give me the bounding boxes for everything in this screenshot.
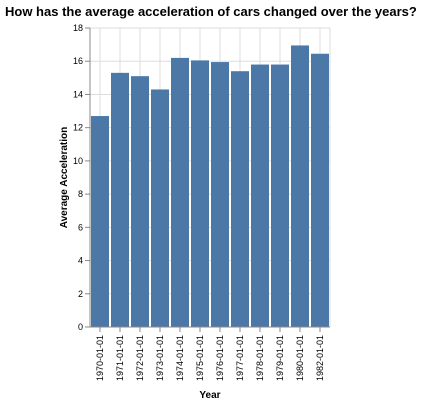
chart-title: How has the average acceleration of cars… xyxy=(5,4,417,19)
y-tick-label: 2 xyxy=(78,289,83,299)
bars xyxy=(91,45,329,328)
y-tick-label: 0 xyxy=(78,322,83,332)
x-tick-label: 1970-01-01 xyxy=(95,335,105,381)
bar xyxy=(191,60,209,328)
x-tick-label: 1971-01-01 xyxy=(115,335,125,381)
x-tick-label: 1975-01-01 xyxy=(195,335,205,381)
x-tick-label: 1978-01-01 xyxy=(255,335,265,381)
x-tick-label: 1973-01-01 xyxy=(155,335,165,381)
x-tick-label: 1982-01-01 xyxy=(315,335,325,381)
y-tick-label: 4 xyxy=(78,256,83,266)
bar xyxy=(111,72,129,327)
y-tick-label: 10 xyxy=(73,156,83,166)
x-axis-title: Year xyxy=(199,390,220,401)
y-tick-label: 8 xyxy=(78,189,83,199)
x-tick-label: 1980-01-01 xyxy=(295,335,305,381)
bar xyxy=(171,57,189,328)
x-axis: 1970-01-01 1971-01-01 1972-01-01 1973-01-01… xyxy=(90,326,330,381)
bar xyxy=(271,64,289,328)
bar xyxy=(291,45,309,328)
x-tick-label: 1979-01-01 xyxy=(275,335,285,381)
y-axis: 0 2 4 6 8 10 12 14 16 18 xyxy=(73,23,91,332)
bar xyxy=(211,62,229,328)
y-tick-label: 14 xyxy=(73,89,83,99)
bar xyxy=(151,89,169,327)
y-axis-title: Average Acceleration xyxy=(59,127,70,229)
y-tick-label: 16 xyxy=(73,56,83,66)
x-tick-label: 1976-01-01 xyxy=(215,335,225,381)
y-tick-label: 18 xyxy=(73,23,83,33)
y-tick-label: 6 xyxy=(78,222,83,232)
x-tick-label: 1972-01-01 xyxy=(135,335,145,381)
bar xyxy=(251,64,269,328)
x-tick-label: 1977-01-01 xyxy=(235,335,245,381)
bar xyxy=(311,53,329,327)
y-tick-label: 12 xyxy=(73,123,83,133)
bar xyxy=(91,116,109,328)
bar xyxy=(231,71,249,327)
x-tick-label: 1974-01-01 xyxy=(175,335,185,381)
bar xyxy=(131,76,149,327)
